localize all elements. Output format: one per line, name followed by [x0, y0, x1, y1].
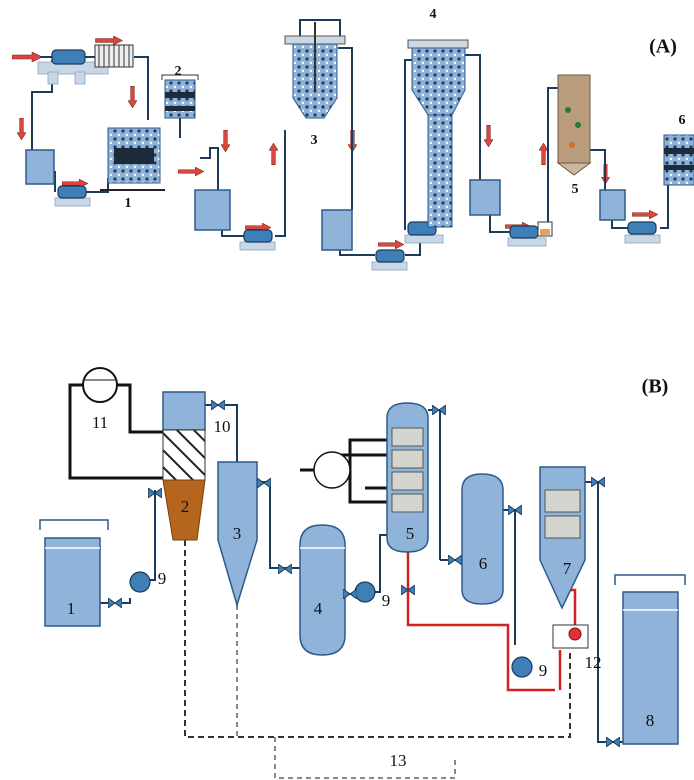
valve: [343, 589, 357, 599]
flow-arrow: [269, 143, 278, 165]
unit-label: 7: [563, 559, 572, 578]
unit-label: 5: [572, 182, 579, 197]
pump: [55, 186, 90, 206]
diagram: (A) 1 2 3 4 5 6 (B): [0, 0, 694, 780]
pump: [38, 45, 133, 84]
valve: [278, 564, 292, 574]
pump: [625, 222, 660, 243]
reactor-2: [162, 75, 198, 118]
valve: [257, 478, 271, 488]
tank: [26, 150, 54, 184]
tank: [600, 190, 625, 220]
unit-label: 1: [67, 599, 76, 618]
line-label: 13: [390, 751, 407, 770]
sensor: [569, 628, 581, 640]
pump: [355, 582, 375, 602]
flow-arrow: [128, 86, 137, 108]
unit-label: 3: [233, 524, 242, 543]
unit-label: 4: [430, 7, 437, 22]
blower: [83, 368, 117, 402]
reactor-1: [100, 128, 165, 190]
blower-label: 11: [92, 413, 108, 432]
vessel-6: [462, 474, 503, 604]
tank: [470, 180, 500, 215]
unit-label: 2: [181, 497, 190, 516]
drain-line: [237, 605, 455, 778]
unit-label: 8: [646, 711, 655, 730]
flow-arrow: [539, 143, 548, 165]
pipe: [180, 118, 218, 200]
pump-label: 9: [382, 591, 391, 610]
pump-label: 9: [158, 569, 167, 588]
pump: [372, 250, 407, 270]
pump: [512, 657, 532, 677]
valve: [108, 598, 122, 608]
unit-label: 6: [679, 113, 686, 128]
flow-arrow: [378, 240, 404, 249]
unit-label: 5: [406, 524, 415, 543]
flow-arrow: [12, 52, 42, 62]
reactor-4: [408, 40, 468, 227]
reactor-2: [163, 392, 205, 540]
tank: [322, 210, 352, 250]
flow-arrow: [17, 118, 26, 140]
pipe: [70, 385, 163, 478]
flow-arrow: [221, 130, 230, 152]
tank: [195, 190, 230, 230]
valve: [448, 555, 462, 565]
pipe: [338, 48, 352, 210]
pump: [130, 572, 150, 592]
valve: [606, 737, 620, 747]
column-7: [540, 467, 585, 608]
sensor-label: 12: [585, 653, 602, 672]
vessel-4: [300, 525, 345, 655]
valve-label: 10: [214, 417, 231, 436]
flow-arrow: [178, 167, 204, 176]
controller: [314, 452, 350, 488]
panel-label: (A): [649, 36, 677, 58]
unit-label: 4: [314, 599, 323, 618]
flow-arrow: [484, 125, 493, 147]
panel-b: (B) 1 2 3 4 5 6 7 8 9 9 9 10 11 12 13: [40, 368, 685, 778]
unit-label: 2: [175, 64, 182, 79]
reactor-5: [558, 75, 590, 175]
pump: [240, 230, 275, 250]
pump-label: 9: [539, 661, 548, 680]
flow-arrow: [632, 210, 658, 219]
flow-arrow: [96, 36, 123, 45]
valve: [211, 400, 225, 410]
pump: [508, 222, 552, 246]
unit-label: 1: [125, 196, 132, 211]
unit-label: 3: [311, 133, 318, 148]
reactor-6: [664, 135, 694, 185]
panel-a: (A) 1 2 3 4 5 6: [12, 7, 694, 270]
panel-label: (B): [642, 376, 669, 398]
reactor-3: [285, 22, 345, 118]
unit-label: 6: [479, 554, 488, 573]
